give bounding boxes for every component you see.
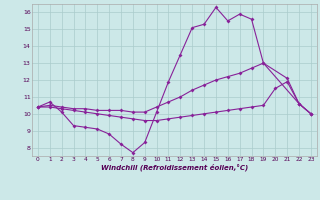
X-axis label: Windchill (Refroidissement éolien,°C): Windchill (Refroidissement éolien,°C): [101, 164, 248, 171]
